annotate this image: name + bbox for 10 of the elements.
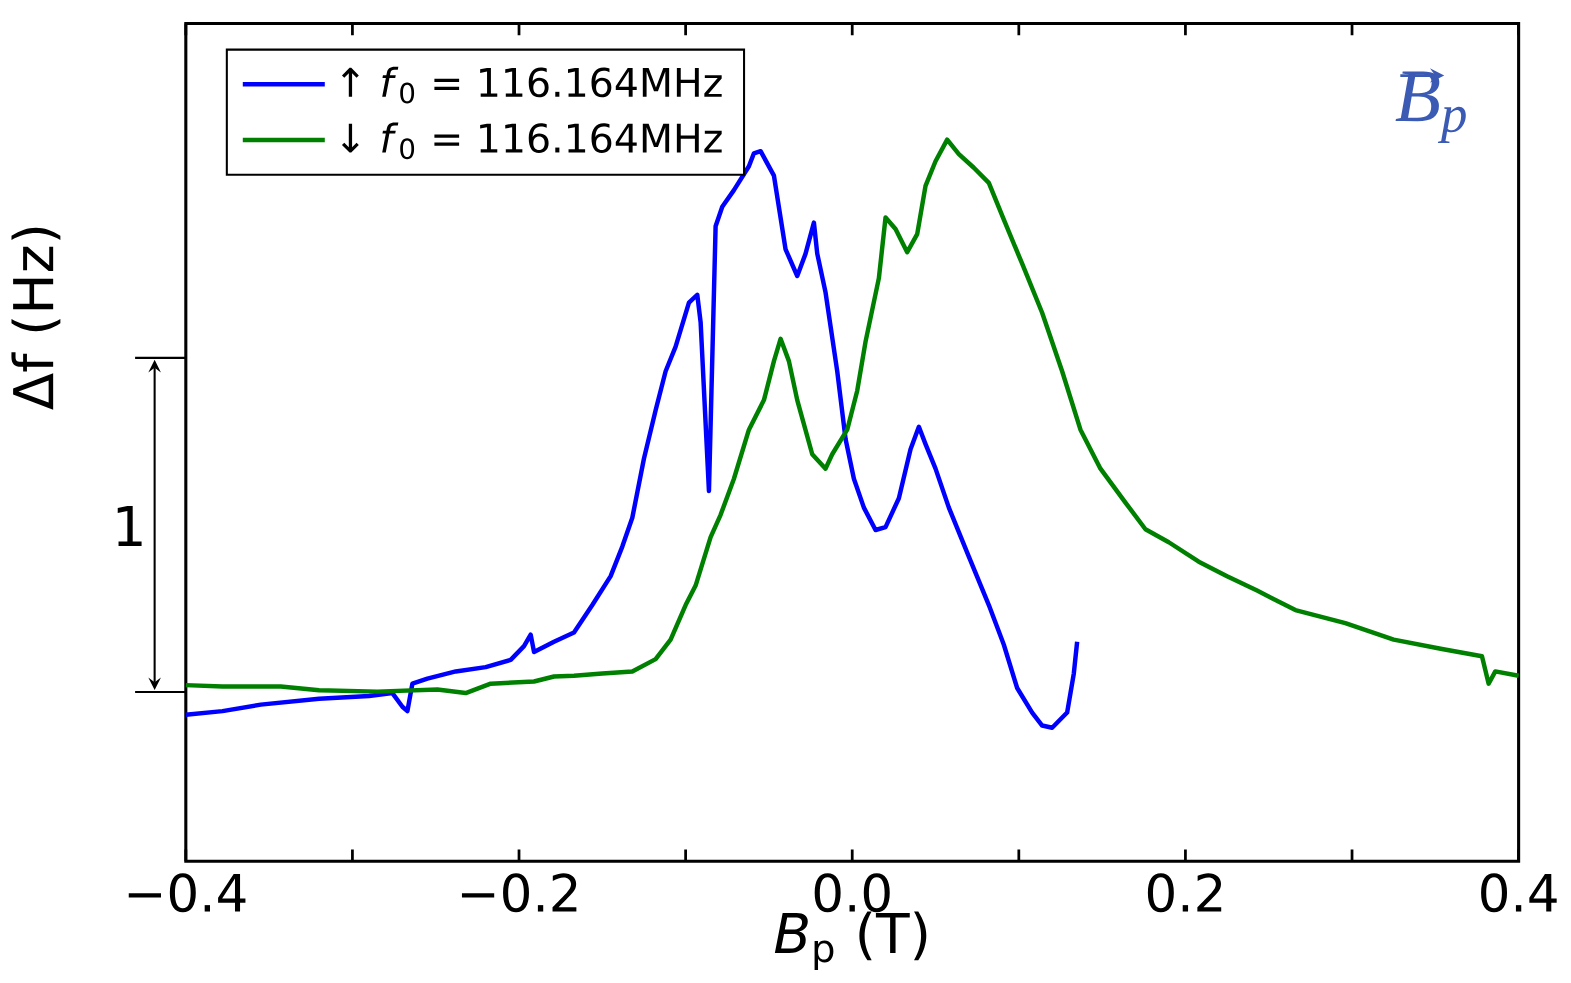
legend-label: ↑ f$_{0}$ = 116.164MHz: [341, 66, 722, 104]
x-tick-label: −0.2: [461, 873, 577, 913]
x-tick-label: 0.4: [1481, 873, 1557, 913]
x-tick-label: 0.2: [1147, 873, 1222, 913]
text: 1: [117, 505, 142, 546]
legend-label: ↓ f$_{0}$ = 116.164MHz: [341, 122, 722, 160]
annotation: B$_{p}$: [1395, 71, 1466, 143]
x-tick-label: −0.4: [128, 873, 246, 913]
y-axis-title: Δf (Hz): [11, 227, 61, 410]
x-tick-label: 0.0: [814, 873, 890, 913]
